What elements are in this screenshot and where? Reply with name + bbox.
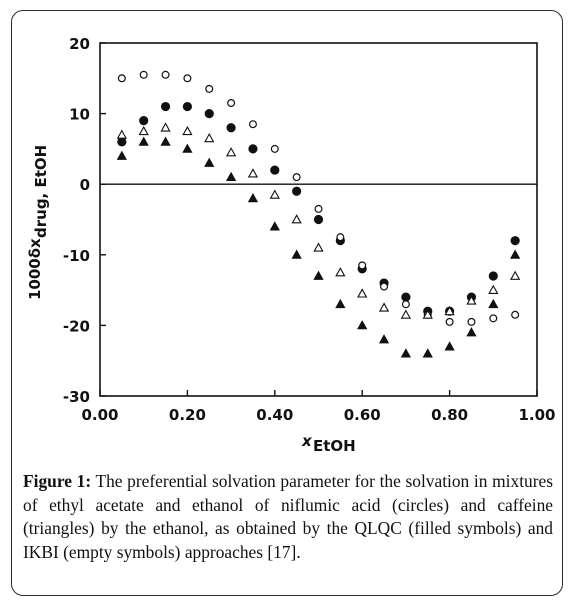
data-point-open-circle — [511, 310, 520, 319]
data-point-open-triangle — [138, 125, 149, 136]
data-point-open-circle — [227, 99, 236, 108]
data-point-filled-circle — [226, 123, 236, 133]
data-point-filled-circle — [204, 108, 214, 119]
data-point-filled-triangle — [422, 348, 433, 358]
data-point-filled-triangle — [510, 249, 521, 259]
data-point-open-circle — [270, 144, 279, 153]
data-point-filled-triangle — [138, 136, 149, 146]
data-point-open-triangle — [225, 147, 237, 157]
data-point-open-triangle — [313, 242, 324, 252]
data-point-open-circle — [489, 314, 498, 323]
data-points — [116, 70, 521, 358]
x-axis-ticks: 0.00 0.20 0.40 0.60 0.80 1.00 — [81, 390, 556, 424]
data-point-filled-circle — [248, 144, 258, 154]
data-point-filled-triangle — [269, 221, 280, 231]
data-point-open-triangle — [488, 284, 499, 295]
x-axis-label: x EtOH — [301, 432, 356, 455]
data-point-open-circle — [358, 261, 367, 270]
data-point-filled-triangle — [160, 136, 171, 146]
data-point-open-triangle — [400, 309, 412, 319]
y-tick-label: 10 — [69, 106, 90, 124]
data-point-filled-triangle — [378, 334, 390, 344]
data-point-filled-triangle — [335, 298, 346, 309]
data-point-open-triangle — [247, 168, 259, 178]
data-point-open-circle — [117, 74, 126, 83]
x-axis-label-main: x — [301, 432, 313, 450]
data-point-filled-circle — [270, 165, 280, 175]
data-point-open-circle — [183, 74, 192, 83]
y-axis-label: 1000δx drug, EtOH — [26, 145, 50, 300]
data-point-open-circle — [445, 317, 454, 326]
data-point-filled-triangle — [444, 341, 455, 351]
data-point-open-triangle — [510, 270, 521, 280]
data-point-filled-triangle — [247, 192, 259, 203]
data-point-open-circle — [205, 84, 214, 93]
data-point-open-triangle — [269, 189, 280, 199]
y-tick-label: -30 — [63, 388, 90, 406]
data-point-filled-circle — [182, 101, 192, 112]
data-point-open-triangle — [291, 214, 302, 224]
data-point-open-circle — [336, 233, 345, 242]
x-tick-label: 0.80 — [431, 406, 468, 424]
y-tick-label: 20 — [69, 35, 90, 53]
data-point-open-circle — [139, 70, 148, 79]
data-point-filled-triangle — [313, 270, 324, 280]
y-axis-ticks: 20 10 0 -10 -20 -30 — [63, 35, 106, 406]
data-point-open-circle — [292, 173, 301, 182]
data-point-filled-triangle — [488, 298, 499, 309]
y-tick-label: -10 — [63, 247, 90, 265]
data-point-filled-circle — [292, 186, 302, 196]
y-tick-label: -20 — [63, 317, 90, 335]
data-point-filled-circle — [160, 101, 171, 112]
y-axis-label-subscript: drug, EtOH — [32, 145, 50, 238]
data-point-filled-triangle — [204, 157, 215, 167]
data-point-open-triangle — [422, 309, 433, 319]
x-tick-label: 0.20 — [169, 406, 206, 424]
data-point-filled-circle — [488, 271, 498, 281]
data-point-open-triangle — [160, 122, 171, 132]
y-axis-label-main: 1000δx — [26, 238, 44, 300]
data-point-filled-circle — [117, 137, 127, 147]
data-point-open-triangle — [444, 305, 455, 316]
data-point-filled-triangle — [357, 320, 368, 330]
data-point-filled-triangle — [116, 150, 127, 160]
data-point-filled-circle — [139, 116, 149, 126]
figure-caption: Figure 1: The preferential solvation par… — [23, 470, 553, 564]
figure-frame — [11, 10, 563, 596]
data-point-open-circle — [248, 120, 257, 129]
data-point-open-circle — [380, 282, 389, 291]
data-point-open-triangle — [378, 302, 390, 312]
data-point-filled-circle — [313, 214, 324, 225]
data-point-filled-circle — [510, 236, 520, 246]
y-tick-label: 0 — [80, 176, 90, 194]
data-point-filled-triangle — [466, 327, 477, 337]
x-tick-label: 0.00 — [81, 406, 118, 424]
data-point-open-circle — [314, 204, 323, 213]
data-point-filled-triangle — [225, 171, 237, 182]
data-point-open-triangle — [182, 125, 193, 136]
x-axis-label-subscript: EtOH — [313, 437, 356, 455]
data-point-filled-circle — [401, 292, 411, 302]
plot-area — [99, 42, 538, 397]
x-tick-label: 0.60 — [344, 406, 381, 424]
x-tick-label: 0.40 — [256, 406, 293, 424]
data-point-open-triangle — [116, 129, 127, 139]
data-point-filled-triangle — [291, 249, 302, 259]
x-tick-label: 1.00 — [518, 406, 555, 424]
caption-label: Figure 1: — [23, 471, 92, 491]
data-point-open-triangle — [466, 295, 477, 305]
caption-text: The preferential solvation parameter for… — [23, 471, 553, 562]
data-point-open-circle — [161, 70, 170, 79]
data-point-open-triangle — [335, 267, 346, 277]
data-point-open-triangle — [357, 288, 368, 298]
data-point-open-circle — [401, 300, 410, 309]
data-point-filled-triangle — [182, 143, 193, 153]
data-point-filled-triangle — [400, 348, 412, 358]
data-point-open-triangle — [204, 132, 215, 143]
data-point-open-circle — [467, 317, 476, 326]
